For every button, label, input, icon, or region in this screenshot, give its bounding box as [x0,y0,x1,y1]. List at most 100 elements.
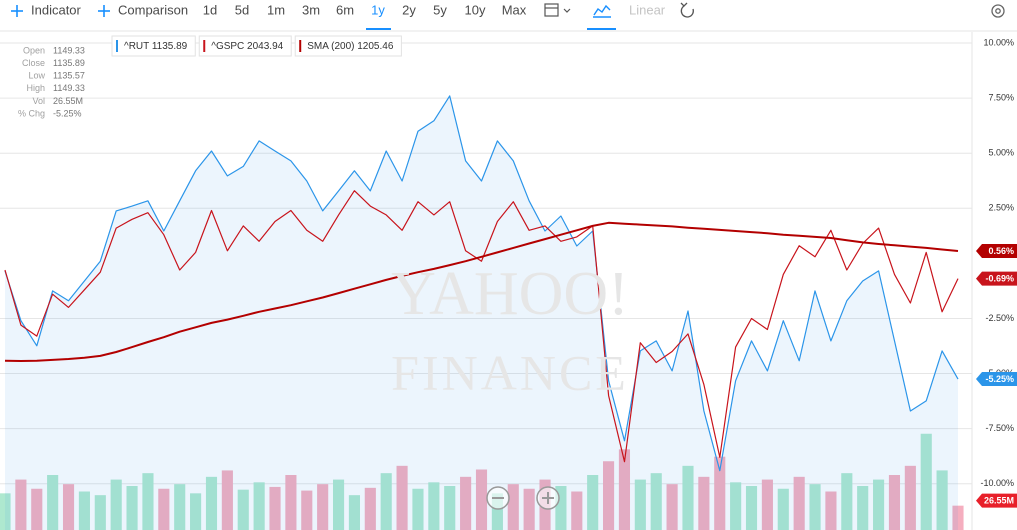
badge-label: 0.56% [988,246,1014,256]
volume-bar [603,461,615,530]
volume-bar [936,470,948,530]
y-tick-label: -10.00% [980,478,1014,488]
range-button[interactable]: 5y [433,2,447,17]
volume-bar [714,456,726,530]
legend-label: ^GSPC 2043.94 [211,41,283,52]
volume-bar [904,465,916,530]
settings-button[interactable] [991,4,1005,18]
volume-bar [873,479,885,530]
legend-box [294,35,402,57]
volume-bar [380,473,392,530]
volume-bar [174,484,186,530]
legend-label: SMA (200) 1205.46 [307,41,394,52]
overlay: YAHOO! FINANCE 10.00% 7.50% 5.00% 2.50% -2.5… [18,35,1017,508]
volume-bar [237,489,249,530]
badge-shape [976,271,1017,286]
comparison-button[interactable]: Comparison [118,2,188,17]
volume-bar [507,484,519,530]
volume-bar [745,486,758,530]
volume-bar [571,491,583,530]
indicator-button[interactable]: Indicator [31,2,82,17]
volume-bar [793,476,805,530]
info-value: 1149.33 [53,83,85,93]
volume-bar [920,433,932,530]
volume-bar [428,482,440,530]
scale-button[interactable]: Linear [629,2,666,17]
volume-bar [253,482,265,530]
info-value: -5.25% [53,108,82,118]
plus-icon [11,5,23,17]
line [4,221,959,362]
volume-bar [126,486,138,530]
volume-bar [348,495,360,530]
volume-bar [475,469,488,530]
volume-bar [888,475,901,530]
y-tick-label: 10.00% [983,37,1014,47]
last-value-badge: -5.25% [976,372,1017,387]
volume-bar [94,495,106,530]
info-value: 1149.33 [53,45,85,55]
range-button[interactable]: Max [502,2,527,17]
volume-bar [285,475,297,530]
volume-bar [332,479,345,530]
last-value-badge: 0.56% [976,244,1017,259]
y-tick-label: -7.50% [985,423,1014,433]
volume-bar [682,465,694,530]
volume-bar [158,488,170,530]
range-button[interactable]: 5d [235,2,249,17]
y-tick-label: 7.50% [988,92,1014,102]
volume-bar [269,486,281,530]
legend-item: ^RUT 1135.89 [111,35,196,57]
range-button[interactable]: 6m [336,2,354,17]
range-button[interactable]: 3m [302,2,320,17]
volume-bar [221,470,233,530]
range-button[interactable]: 1y [371,2,385,17]
volume-bar [618,449,631,530]
toolbar: Indicator Comparison 1d 5d 1m 3m 6m 1y 2… [0,2,1017,32]
badge-shape [976,493,1017,508]
volume-bar [444,486,456,530]
range-button[interactable]: 1d [203,2,217,17]
volume-bar [857,486,869,530]
volume-bar [666,484,678,530]
volume-bar [62,484,75,530]
volume-bar [523,488,535,530]
legend-swatch [203,40,206,52]
volume-bar [364,487,376,530]
info-label: Close [22,58,45,68]
info-value: 1135.89 [53,58,85,68]
volume-bar [491,493,503,530]
range-button[interactable]: 10y [465,2,486,17]
volume-bar [761,479,773,530]
volume-bar [809,484,821,530]
legend-box [198,35,292,57]
volume-bar [15,479,27,530]
info-value: 26.55M [53,96,83,106]
range-button[interactable]: 2y [402,2,416,17]
reset-button[interactable] [680,2,694,18]
volume-bar [190,493,202,530]
range-button[interactable]: 1m [267,2,285,17]
line [4,190,959,463]
badge-label: -5.25% [985,374,1014,384]
legend-swatch [299,40,302,52]
info-label: Open [23,45,45,55]
legend-box [111,35,196,57]
y-tick-label: 5.00% [988,148,1014,158]
info-label: High [26,83,45,93]
badge-shape [976,244,1017,259]
volume-bar [460,476,472,530]
calendar-button[interactable] [544,3,571,17]
volume-bar [142,473,154,530]
chart-type-button[interactable] [593,4,611,18]
watermark: FINANCE [391,344,629,400]
y-tick-label: 2.50% [988,203,1014,213]
y-tick-label: -2.50% [985,313,1014,323]
volume-bar [650,473,662,530]
badge-label: 26.55M [984,496,1014,506]
zoom-in-button[interactable] [536,486,560,510]
volume-bar [396,465,408,530]
badge-label: -0.69% [985,273,1014,283]
zoom-out-button[interactable] [486,486,510,510]
